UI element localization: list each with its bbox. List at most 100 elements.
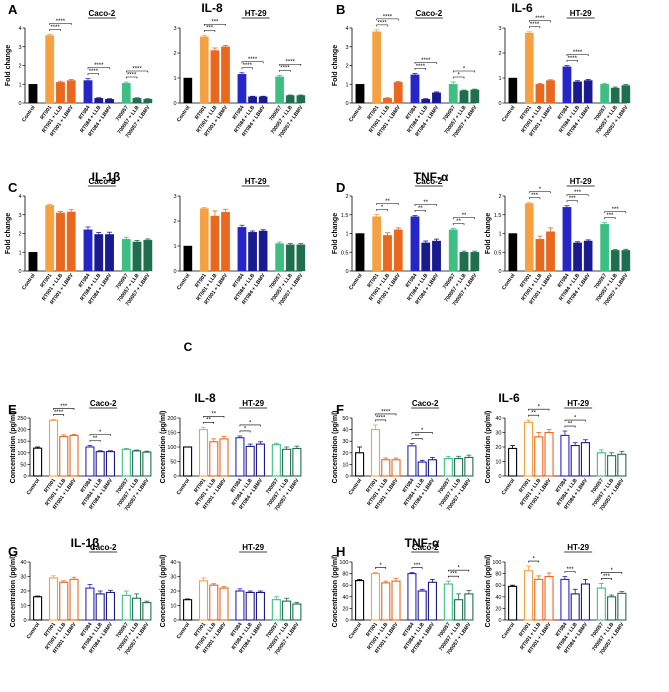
y-tick-label: 10 [342,462,348,468]
bar-5 [245,445,255,477]
significance-bracket [376,209,388,211]
y-tick-label: 1 [18,250,21,256]
cytokine-title-A: IL-8 [201,1,223,15]
y-tick-label: 2 [18,64,21,70]
bar-0 [183,599,193,621]
bar-9 [617,453,627,477]
cell-line-title: HT-29 [245,9,267,18]
y-tick-label: 40 [20,560,26,566]
y-tick-label: 1 [173,76,176,82]
significance-bracket [566,194,589,197]
bar-6 [583,240,593,272]
significance-label: *** [206,26,214,32]
y-axis-label: Fold change [332,213,339,254]
significance-label: * [463,66,466,72]
bar-0 [183,245,193,272]
cytokine-title-F: IL-6 [498,391,520,405]
y-tick-label: 100 [167,445,176,451]
significance-label: * [532,556,535,562]
y-tick-label: 150 [167,431,176,437]
bar-1 [372,216,382,272]
y-tick-label: 3 [18,45,21,51]
significance-label: * [421,428,424,434]
bar-9 [142,451,152,477]
significance-label: *** [450,572,458,578]
y-tick-label: 0 [498,474,501,480]
cell-line-title: HT-29 [242,399,264,408]
significance-bracket [414,68,427,70]
bar-0 [355,580,365,621]
panel-letter-a: A [8,2,18,17]
bar-6 [580,583,590,621]
bar-4 [407,445,417,477]
cytokine-title-G: IL-1β [71,536,100,550]
significance-label: **** [127,72,137,78]
category-label: Control [176,477,192,496]
bar-5 [94,234,104,272]
bar-8 [607,455,617,477]
bar-8 [132,241,142,272]
significance-label: ** [462,213,467,219]
bar-0 [508,233,518,272]
bar-5 [417,461,427,477]
bar-8 [610,250,620,272]
significance-bracket [414,204,437,206]
significance-bracket [49,29,61,31]
bar-6 [255,443,265,477]
y-axis-label: Fold change [5,213,12,254]
y-axis-label: Concentration (pg/ml) [160,411,167,484]
bar-9 [142,602,152,621]
bar-0 [33,596,43,621]
significance-bracket [414,210,427,212]
y-tick-label: 1 [498,76,501,82]
bar-7 [121,448,131,477]
bar-7 [275,243,284,272]
category-label: Control [501,104,517,123]
bar-0 [508,77,518,104]
bar-4 [562,66,572,104]
bar-3 [546,80,555,104]
bar-2 [56,82,65,104]
bar-1 [45,35,55,104]
y-tick-label: 0 [23,618,26,624]
significance-label: * [244,426,247,432]
y-tick-label: 3 [498,26,501,32]
bar-6 [432,92,441,104]
bar-9 [296,244,306,272]
significance-label: **** [89,69,99,75]
bar-3 [69,434,79,477]
bar-9 [617,592,627,621]
y-tick-label: 1 [345,232,348,238]
y-tick-label: 0 [498,269,501,275]
significance-bracket [601,578,612,580]
y-tick-label: 3 [173,194,176,200]
y-tick-label: 0 [345,269,348,275]
bar-9 [143,99,153,104]
cell-line-title: HT-29 [570,177,592,186]
panel-letter-h: H [336,544,345,559]
significance-bracket [239,430,251,433]
significance-bracket [376,24,388,27]
significance-label: **** [54,410,64,416]
y-tick-label: 3 [18,213,21,219]
y-tick-label: 2 [345,64,348,70]
significance-label: *** [414,563,422,569]
bar-7 [121,238,131,272]
bar-8 [610,87,620,104]
significance-bracket [279,63,302,66]
bar-7 [121,83,131,104]
y-tick-label: 4 [18,26,21,32]
bar-5 [570,593,580,621]
cell-line-title: Caco-2 [89,9,116,18]
cell-line-title: Caco-2 [416,9,443,18]
significance-label: **** [280,66,290,72]
bar-6 [427,459,437,477]
bar-2 [59,581,69,621]
significance-label: ** [385,199,390,205]
bar-2 [209,441,219,477]
